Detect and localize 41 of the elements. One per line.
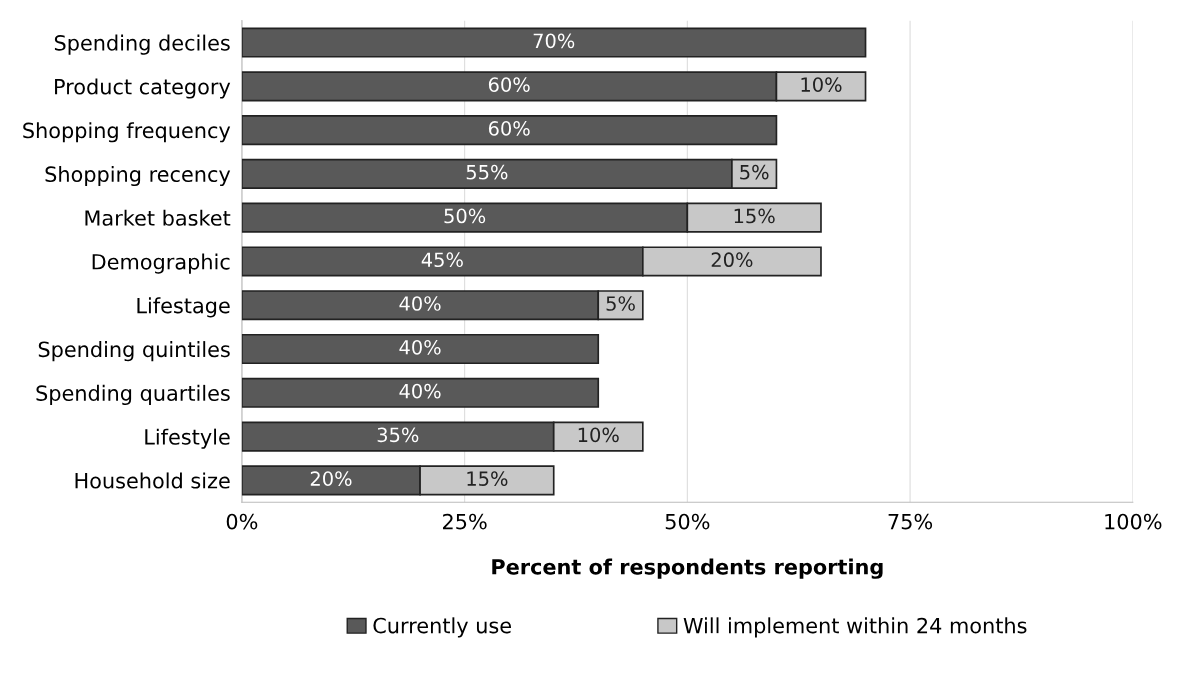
data-label: 55%	[466, 164, 508, 180]
y-tick-label: Spending deciles	[54, 34, 230, 55]
bar	[241, 333, 600, 365]
data-label: 10%	[801, 77, 842, 92]
bar	[241, 115, 778, 146]
data-label: 5%	[606, 296, 635, 311]
y-tick-label: Spending quartiles	[36, 384, 230, 406]
y-tick-label: Household size	[75, 472, 230, 489]
bar	[241, 377, 600, 408]
y-tick-label: Product category	[55, 78, 231, 99]
data-label: 20%	[310, 471, 352, 486]
data-label: 15%	[467, 471, 508, 486]
y-tick-label: Market basket	[85, 209, 231, 226]
y-tick-label: Lifestyle	[145, 428, 230, 449]
data-label: 10%	[578, 427, 619, 443]
data-label: 45%	[421, 252, 463, 268]
data-label: 60%	[488, 121, 530, 136]
data-label: 40%	[399, 383, 441, 399]
y-tick-label: Demographic	[92, 253, 230, 274]
x-tick-label: 50%	[665, 513, 710, 530]
y-tick-label: Lifestage	[137, 297, 230, 318]
data-label: 15%	[734, 208, 775, 224]
bar	[241, 27, 867, 58]
data-label: 70%	[533, 33, 575, 49]
x-tick-label: 100%	[1105, 513, 1162, 530]
x-axis-title: Percent of respondents reporting	[492, 558, 883, 579]
legend-label: Currently use	[373, 617, 511, 638]
y-tick-label: Shopping recency	[45, 165, 231, 187]
legend-label: Will implement within 24 months	[683, 617, 1027, 638]
x-tick-label: 25%	[443, 513, 487, 530]
data-label: 35%	[377, 427, 419, 443]
x-tick-label: 75%	[888, 513, 933, 530]
data-label: 50%	[444, 208, 486, 224]
data-label: 60%	[488, 77, 530, 92]
data-label: 40%	[399, 296, 441, 311]
data-label: 40%	[399, 339, 441, 355]
data-label: 5%	[740, 164, 769, 180]
data-label: 20%	[711, 252, 753, 268]
y-tick-label: Spending quintiles	[38, 341, 230, 362]
x-tick-label: 0%	[226, 513, 258, 530]
y-tick-label: Shopping frequency	[23, 122, 231, 143]
